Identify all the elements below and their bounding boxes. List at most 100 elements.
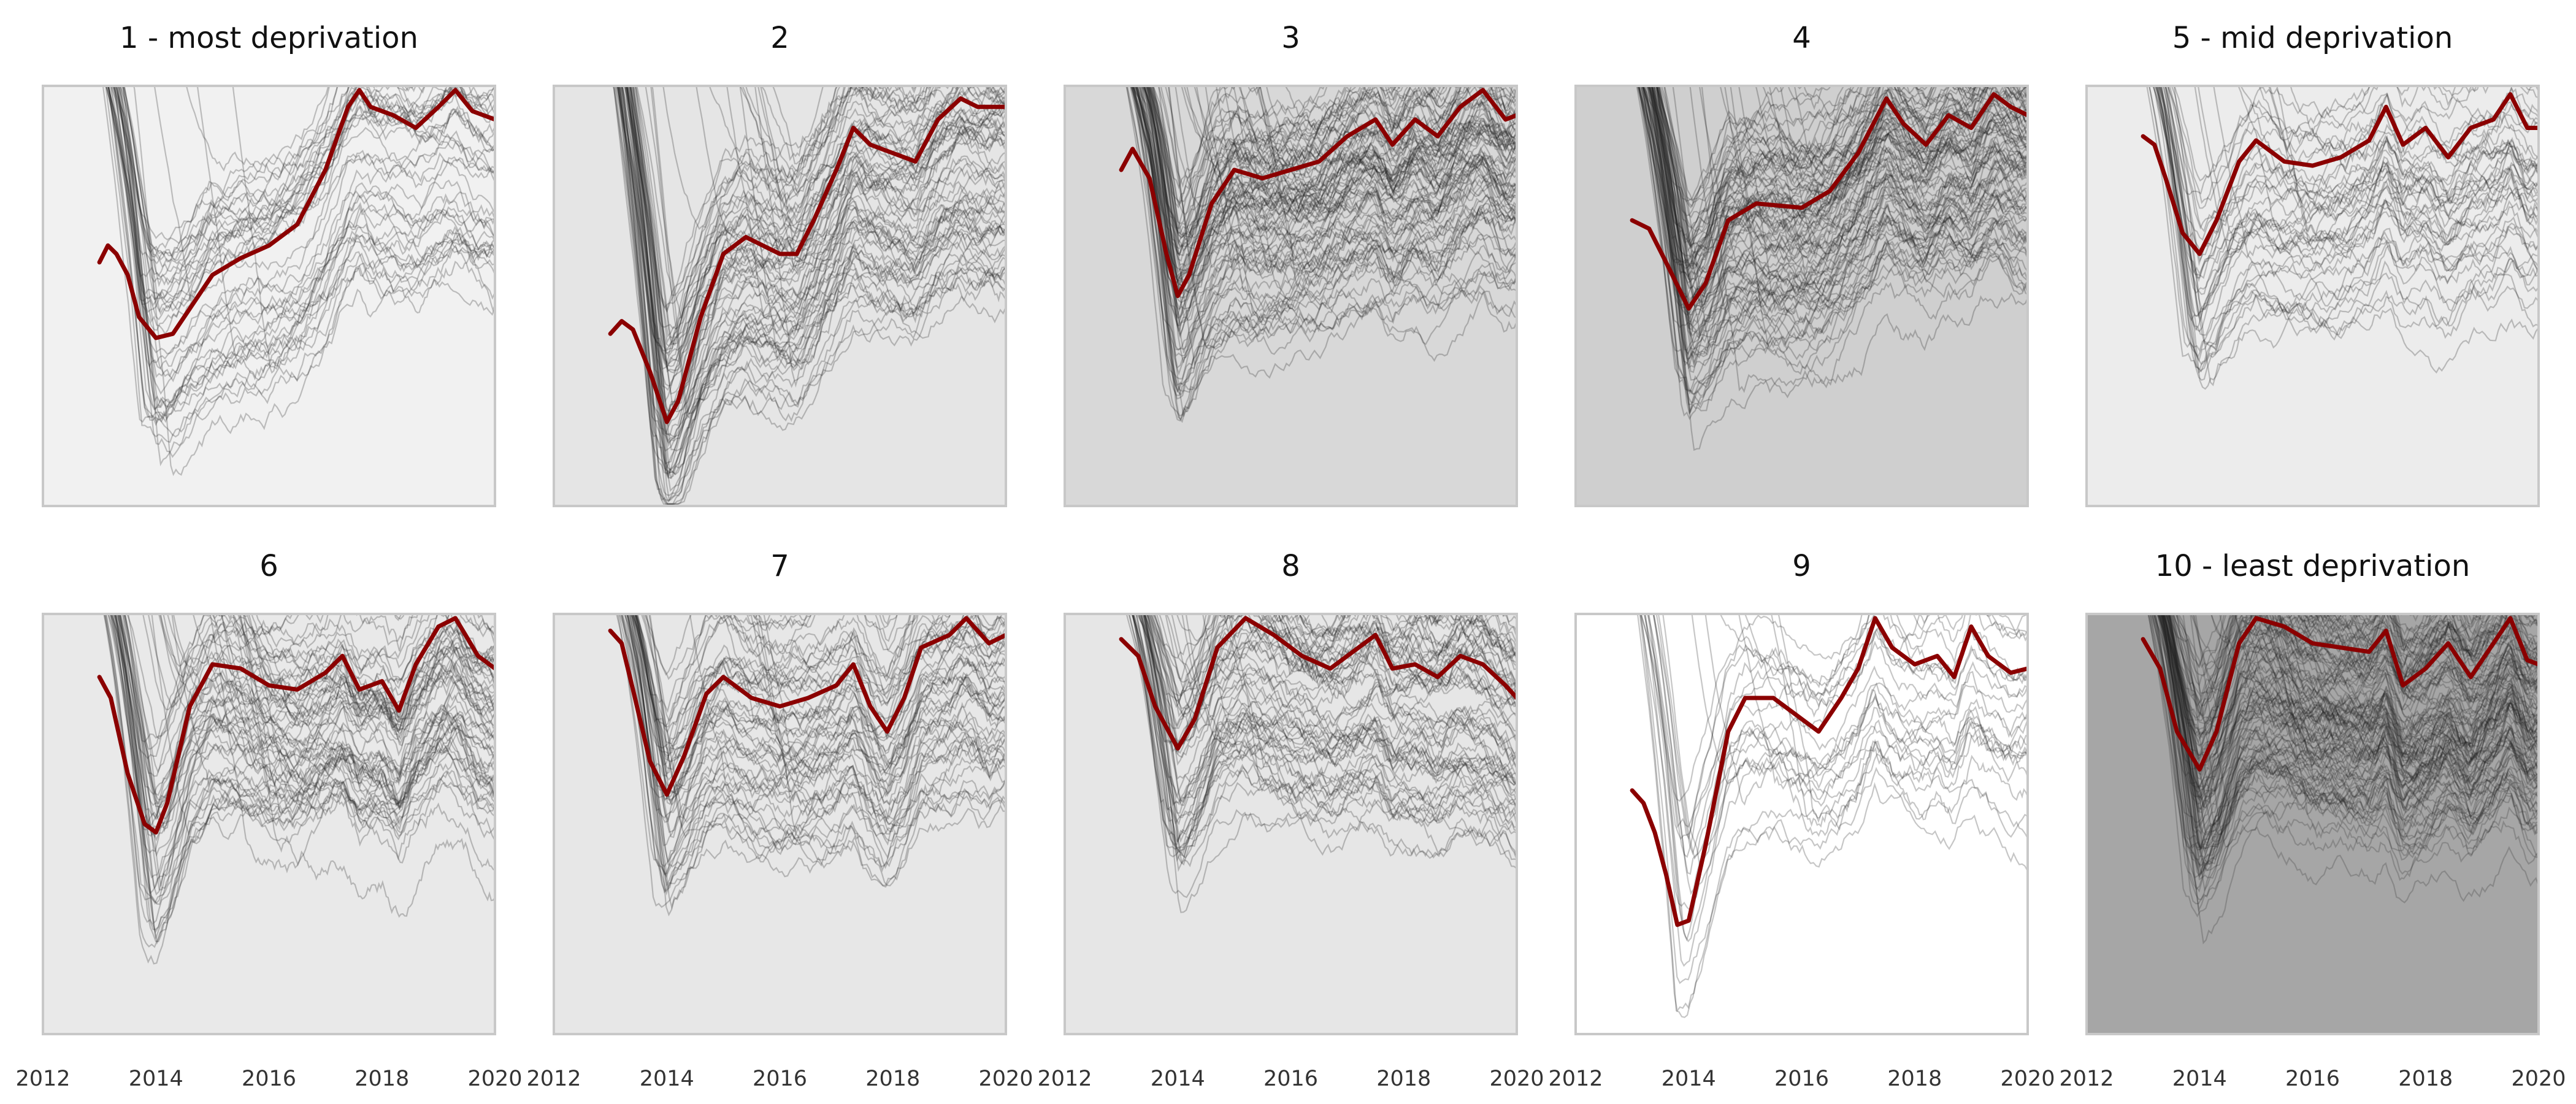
background-series-line bbox=[2160, 614, 2539, 849]
background-series-line bbox=[649, 614, 1006, 869]
background-series-line bbox=[1147, 86, 1517, 353]
background-series-line bbox=[1138, 614, 1517, 807]
background-series-line bbox=[1143, 614, 1517, 818]
background-series-line bbox=[166, 614, 495, 689]
background-series-line bbox=[2195, 614, 2539, 827]
background-series-line bbox=[1640, 86, 2028, 305]
background-series-line bbox=[2160, 614, 2539, 913]
background-series-line bbox=[2166, 614, 2539, 764]
background-series-line bbox=[107, 86, 495, 426]
background-series-line bbox=[1657, 86, 2028, 249]
background-series-line bbox=[2161, 614, 2539, 878]
panel-frame bbox=[42, 85, 496, 507]
background-series-line bbox=[616, 614, 1006, 876]
background-series-line bbox=[626, 614, 1006, 802]
background-series-line bbox=[163, 614, 495, 724]
background-series-line bbox=[1259, 86, 1517, 288]
background-series-line bbox=[1146, 86, 1328, 232]
background-series-line bbox=[1136, 614, 1517, 729]
background-series-line bbox=[248, 614, 414, 652]
background-series-line bbox=[621, 86, 1006, 313]
background-series-line bbox=[708, 86, 838, 184]
background-series-line bbox=[1655, 86, 2028, 451]
background-series-line bbox=[1165, 614, 1517, 770]
background-series-line bbox=[2163, 614, 2539, 747]
background-series-line bbox=[239, 614, 495, 784]
panel-frame bbox=[2085, 85, 2540, 507]
background-series-line bbox=[1132, 614, 1517, 799]
background-series-line bbox=[121, 86, 495, 383]
background-series-line bbox=[2299, 614, 2539, 704]
background-series-line bbox=[2151, 614, 2539, 823]
background-series-line bbox=[2158, 614, 2539, 800]
background-series-line bbox=[1205, 86, 1517, 335]
background-series-line bbox=[759, 86, 1006, 263]
background-series-line bbox=[662, 86, 825, 230]
background-series-line bbox=[2149, 614, 2539, 861]
background-series-line bbox=[640, 614, 891, 723]
x-tick-label: 2012 bbox=[1548, 1067, 1603, 1091]
background-series-line bbox=[1140, 86, 1517, 293]
background-series-line bbox=[1641, 86, 2028, 315]
background-series-line bbox=[1143, 86, 1517, 278]
background-series-line bbox=[1149, 86, 1449, 248]
panel-background bbox=[1065, 614, 1517, 1034]
background-series-line bbox=[632, 614, 1006, 766]
background-series-line bbox=[1642, 86, 2028, 395]
background-series-line bbox=[1223, 86, 1517, 291]
background-series-line bbox=[158, 614, 495, 729]
background-series-line bbox=[634, 86, 1006, 408]
background-series-line bbox=[746, 614, 912, 679]
background-series-line bbox=[1132, 86, 1517, 311]
background-series-line bbox=[2167, 614, 2539, 757]
background-series-line bbox=[1301, 614, 1517, 688]
background-series-line bbox=[109, 614, 495, 895]
background-series-line bbox=[637, 614, 1006, 795]
background-series-line bbox=[1132, 86, 1517, 256]
background-series-line bbox=[2175, 614, 2404, 694]
background-series-line bbox=[1132, 614, 1517, 805]
panel-5: 5 - mid deprivation bbox=[2085, 21, 2540, 507]
background-series-line bbox=[1642, 86, 2028, 283]
background-series-line bbox=[118, 614, 495, 945]
background-series-line bbox=[627, 86, 1006, 403]
x-tick-label: 2016 bbox=[242, 1067, 296, 1091]
background-series-line bbox=[1143, 614, 1517, 766]
background-series-line bbox=[616, 86, 1006, 465]
background-series-line bbox=[2164, 86, 2539, 390]
background-series-line bbox=[626, 614, 1006, 819]
background-series-line bbox=[151, 614, 495, 840]
background-series-line bbox=[635, 614, 951, 757]
background-series-line bbox=[1650, 86, 2028, 321]
background-series-line bbox=[2160, 614, 2539, 776]
background-series-line bbox=[1132, 86, 1517, 327]
background-series-line bbox=[116, 86, 495, 405]
background-series-line bbox=[2249, 614, 2539, 753]
background-series-line bbox=[761, 86, 847, 161]
background-series-line bbox=[111, 86, 423, 241]
background-series-line bbox=[2157, 86, 2539, 373]
background-series-line bbox=[732, 614, 1006, 692]
background-series-line bbox=[2190, 614, 2482, 670]
background-series-line bbox=[1140, 614, 1517, 856]
background-series-line bbox=[1133, 86, 1517, 280]
background-series-line bbox=[2157, 614, 2539, 793]
background-series-line bbox=[2168, 614, 2539, 844]
background-series-line bbox=[1233, 86, 1517, 274]
background-series-line bbox=[754, 86, 1006, 388]
background-series-line bbox=[612, 86, 1006, 471]
background-series-line bbox=[2154, 86, 2539, 321]
background-series-line bbox=[1144, 614, 1517, 807]
background-series-line bbox=[1650, 86, 2028, 230]
background-series-line bbox=[2241, 614, 2539, 795]
background-series-line bbox=[772, 86, 1006, 165]
background-series-line bbox=[2151, 614, 2539, 850]
background-series-line bbox=[739, 86, 919, 205]
background-series-line bbox=[1636, 86, 2028, 304]
background-series-line bbox=[2158, 86, 2539, 279]
background-series-line bbox=[750, 614, 1006, 775]
background-series-line bbox=[2162, 86, 2539, 318]
panel-title: 10 - least deprivation bbox=[2155, 549, 2471, 583]
background-series-line bbox=[2170, 614, 2539, 798]
panel-title: 2 bbox=[770, 21, 789, 55]
